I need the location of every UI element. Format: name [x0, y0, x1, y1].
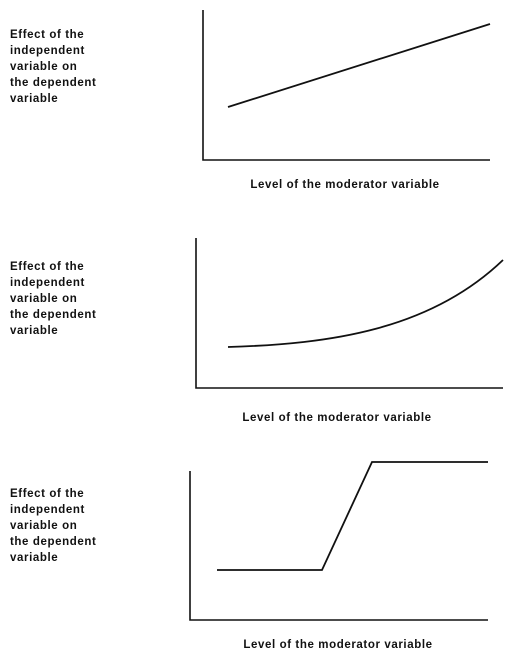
panel — [195, 238, 504, 389]
y-label-line: the dependent — [10, 77, 96, 89]
axes — [189, 471, 488, 621]
y-label-line: variable — [10, 93, 58, 105]
y-label-line: variable on — [10, 61, 77, 73]
y-label-line: Effect of the — [10, 488, 84, 500]
x-label: Level of the moderator variable — [242, 412, 431, 424]
y-label-line: the dependent — [10, 309, 96, 321]
y-label-line: independent — [10, 277, 85, 289]
step-curve — [217, 461, 488, 571]
linear-curve — [227, 23, 491, 108]
y-label-line: Effect of the — [10, 29, 84, 41]
y-label-line: variable on — [10, 520, 77, 532]
y-label-line: the dependent — [10, 536, 96, 548]
y-label-line: variable — [10, 325, 58, 337]
panel — [202, 10, 491, 161]
y-label-line: independent — [10, 45, 85, 57]
axes — [195, 238, 503, 389]
y-label-line: independent — [10, 504, 85, 516]
exponential-curve — [227, 259, 504, 348]
panel — [189, 461, 488, 621]
y-label-line: variable — [10, 552, 58, 564]
y-label-line: variable on — [10, 293, 77, 305]
x-label: Level of the moderator variable — [250, 179, 439, 191]
x-label: Level of the moderator variable — [243, 639, 432, 651]
y-label-line: Effect of the — [10, 261, 84, 273]
axes — [202, 10, 490, 161]
